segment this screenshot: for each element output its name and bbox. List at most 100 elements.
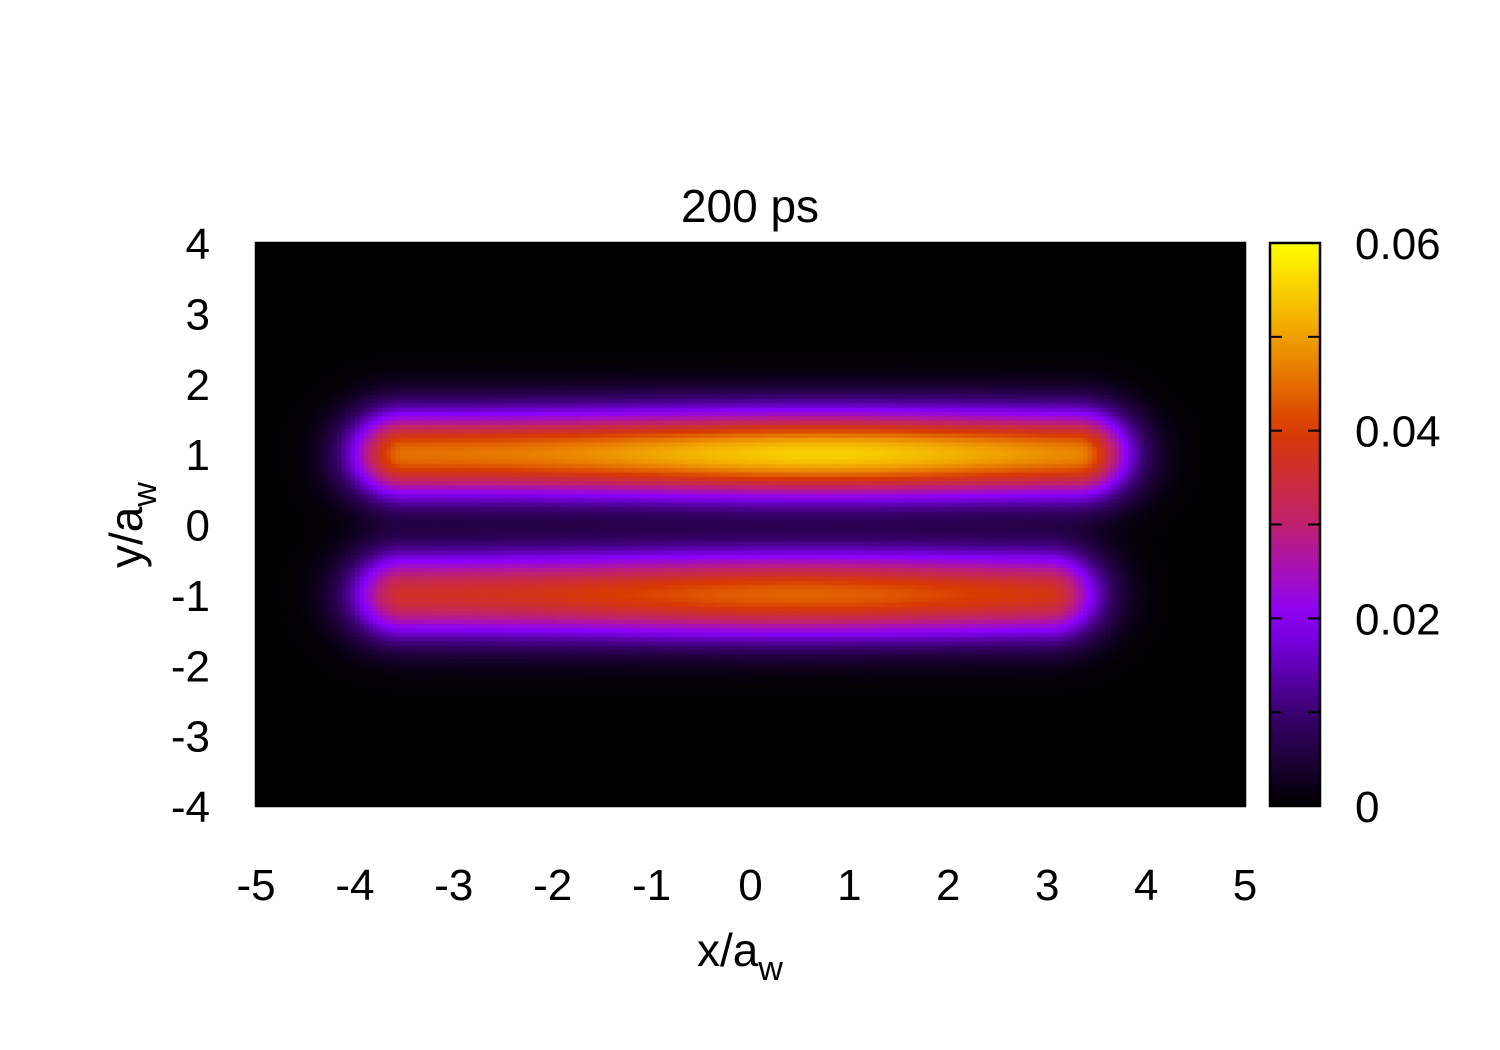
heatmap-cell: [490, 247, 495, 252]
heatmap-cell: [1070, 278, 1075, 283]
heatmap-cell: [768, 252, 773, 257]
heatmap-cell: [881, 260, 886, 265]
heatmap-cell: [688, 278, 693, 283]
heatmap-cell: [1164, 278, 1169, 283]
heatmap-cell: [1074, 265, 1079, 270]
heatmap-cell: [1209, 247, 1214, 252]
heatmap-cell: [800, 282, 805, 287]
heatmap-cell: [422, 282, 427, 287]
heatmap-cell: [836, 269, 841, 274]
heatmap-cell: [1178, 247, 1183, 252]
heatmap-cell: [1029, 256, 1034, 261]
heatmap-cell: [1191, 269, 1196, 274]
heatmap-cell: [1232, 260, 1237, 265]
heatmap-cell: [625, 256, 630, 261]
heatmap-cell: [782, 265, 787, 270]
heatmap-cell: [926, 282, 931, 287]
heatmap-cell: [1187, 273, 1192, 278]
heatmap-cell: [989, 278, 994, 283]
heatmap-cell: [589, 282, 594, 287]
heatmap-cell: [346, 286, 351, 291]
heatmap-cell: [993, 278, 998, 283]
heatmap-cell: [746, 265, 751, 270]
heatmap-cell: [499, 286, 504, 291]
heatmap-cell: [566, 256, 571, 261]
heatmap-cell: [957, 256, 962, 261]
heatmap-cell: [535, 282, 540, 287]
heatmap-cell: [278, 273, 283, 278]
heatmap-cell: [449, 265, 454, 270]
heatmap-cell: [422, 256, 427, 261]
heatmap-cell: [422, 265, 427, 270]
heatmap-cell: [1160, 247, 1165, 252]
heatmap-cell: [1101, 282, 1106, 287]
heatmap-cell: [611, 252, 616, 257]
heatmap-cell: [1178, 278, 1183, 283]
heatmap-cell: [1034, 278, 1039, 283]
heatmap-cell: [305, 286, 310, 291]
heatmap-cell: [548, 265, 553, 270]
heatmap-cell: [858, 278, 863, 283]
heatmap-cell: [917, 282, 922, 287]
heatmap-cell: [912, 265, 917, 270]
heatmap-cell: [283, 273, 288, 278]
heatmap-cell: [845, 265, 850, 270]
heatmap-cell: [849, 265, 854, 270]
heatmap-cell: [580, 256, 585, 261]
heatmap-cell: [800, 273, 805, 278]
heatmap-cell: [463, 252, 468, 257]
heatmap-cell: [899, 260, 904, 265]
heatmap-cell: [625, 260, 630, 265]
heatmap-cell: [319, 247, 324, 252]
heatmap-cell: [652, 273, 657, 278]
heatmap-cell: [1007, 247, 1012, 252]
heatmap-cell: [287, 273, 292, 278]
heatmap-cell: [818, 252, 823, 257]
heatmap-cell: [323, 269, 328, 274]
heatmap-cell: [858, 256, 863, 261]
heatmap-cell: [503, 282, 508, 287]
heatmap-cell: [804, 256, 809, 261]
heatmap-cell: [1007, 260, 1012, 265]
heatmap-cell: [319, 269, 324, 274]
heatmap-cell: [499, 278, 504, 283]
heatmap-cell: [629, 269, 634, 274]
heatmap-cell: [867, 278, 872, 283]
heatmap-cell: [1065, 278, 1070, 283]
heatmap-cell: [305, 265, 310, 270]
heatmap-cell: [319, 260, 324, 265]
heatmap-cell: [562, 269, 567, 274]
heatmap-cell: [458, 278, 463, 283]
heatmap-cell: [341, 256, 346, 261]
heatmap-cell: [386, 247, 391, 252]
heatmap-cell: [616, 278, 621, 283]
heatmap-cell: [562, 278, 567, 283]
heatmap-cell: [1214, 260, 1219, 265]
heatmap-cell: [751, 265, 756, 270]
heatmap-cell: [818, 260, 823, 265]
heatmap-cell: [980, 256, 985, 261]
heatmap-cell: [1020, 247, 1025, 252]
heatmap-cell: [962, 269, 967, 274]
heatmap-cell: [1079, 278, 1084, 283]
heatmap-cell: [1209, 265, 1214, 270]
heatmap-cell: [557, 247, 562, 252]
heatmap-cell: [296, 273, 301, 278]
heatmap-cell: [467, 269, 472, 274]
heatmap-cell: [1002, 273, 1007, 278]
heatmap-cell: [683, 273, 688, 278]
heatmap-cell: [530, 278, 535, 283]
heatmap-cell: [629, 252, 634, 257]
heatmap-cell: [553, 282, 558, 287]
heatmap-cell: [908, 273, 913, 278]
heatmap-cell: [323, 256, 328, 261]
heatmap-cell: [724, 252, 729, 257]
heatmap-cell: [1056, 265, 1061, 270]
heatmap-cell: [494, 278, 499, 283]
heatmap-cell: [494, 265, 499, 270]
heatmap-cell: [490, 278, 495, 283]
heatmap-cell: [1200, 260, 1205, 265]
heatmap-cell: [1074, 269, 1079, 274]
heatmap-cell: [733, 278, 738, 283]
heatmap-cell: [912, 260, 917, 265]
